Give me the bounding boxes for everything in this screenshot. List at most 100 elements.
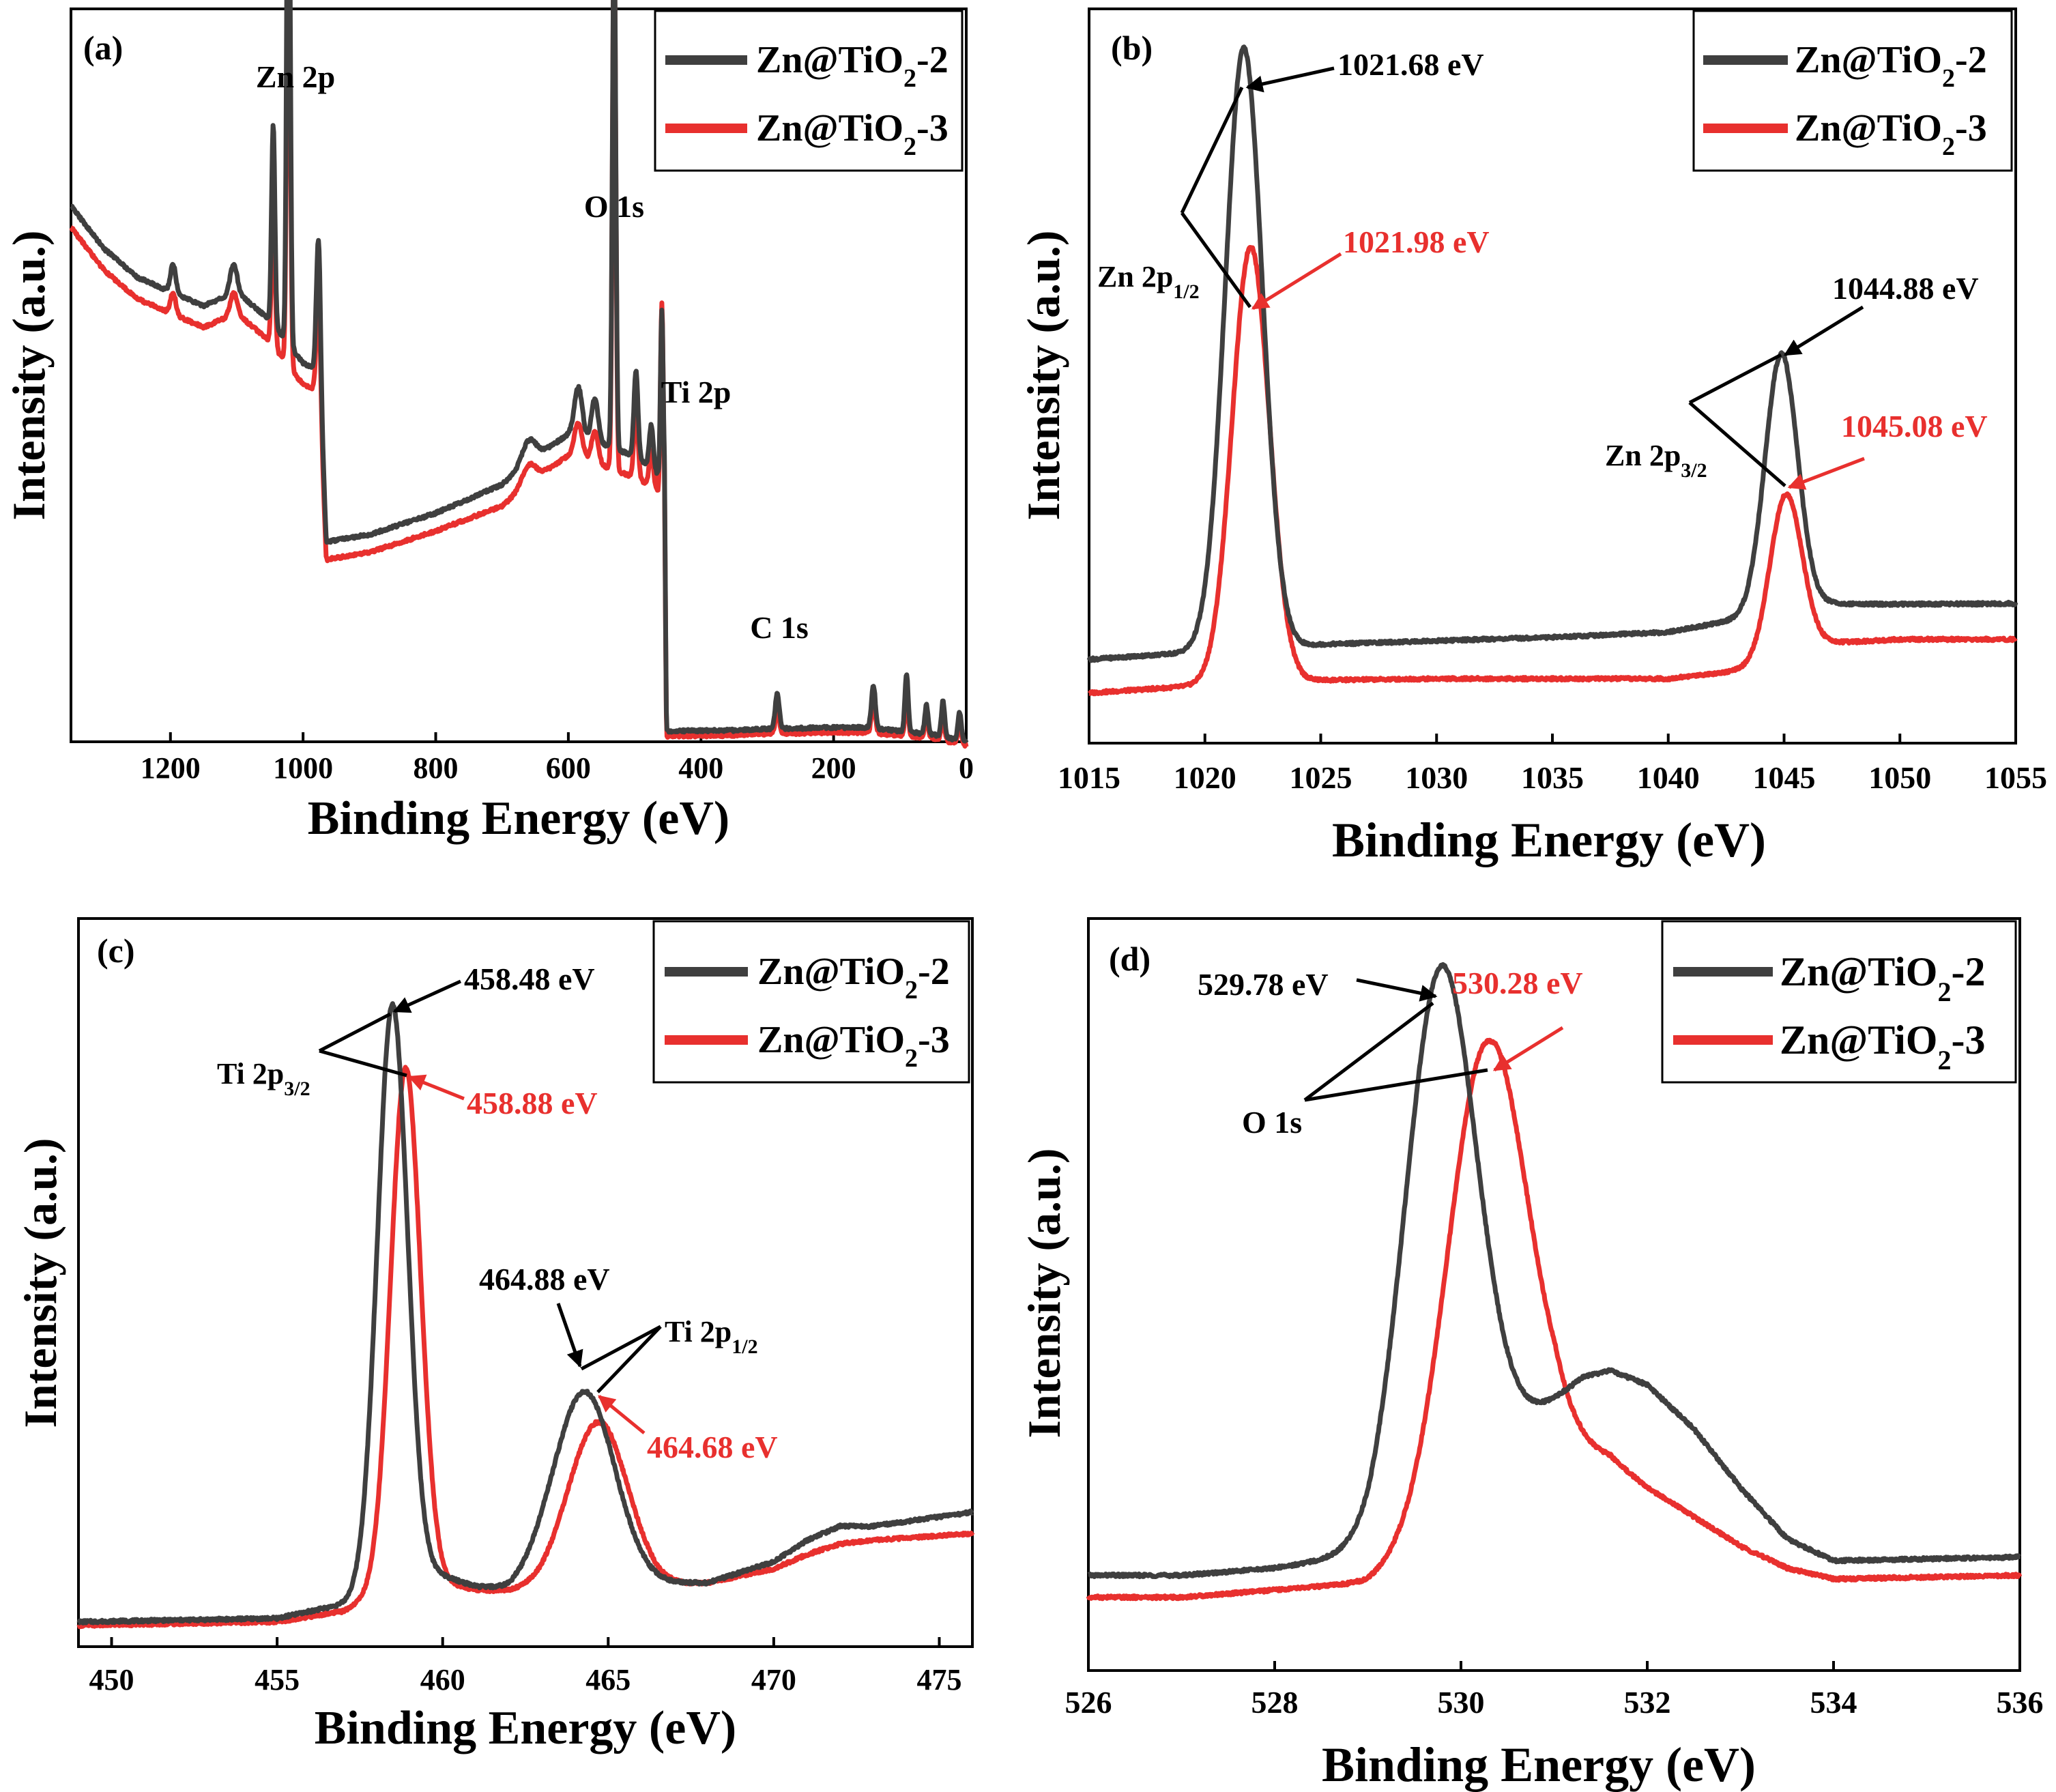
x-tick-label: 1000: [273, 751, 333, 785]
legend-label-zn-tio2-2: Zn@TiO2-2: [1795, 39, 1987, 93]
series-line-zn-tio2-3: [76, 1065, 975, 1630]
x-tick-label: 1030: [1405, 760, 1468, 795]
legend-label-zn-tio2-2: Zn@TiO2-2: [1780, 949, 1985, 1007]
pointer-zn2p-3-2-lower: [1688, 401, 1786, 487]
x-tick-label: 1040: [1637, 760, 1700, 795]
x-tick-label: 1200: [141, 751, 201, 785]
pointer-ti2p-3-2-lower: [319, 1049, 407, 1078]
series-line-zn-tio2-3: [1087, 245, 2018, 697]
pointer-zn2p-3-2-upper: [1688, 353, 1782, 405]
x-tick-label: 528: [1251, 1685, 1299, 1720]
panel-b-curves: [1086, 44, 2018, 697]
series-line-zn-tio2-2: [69, 0, 969, 744]
annotation-o1s-d: O 1s: [1242, 1105, 1302, 1140]
pointer-o1s-upper: [1303, 1002, 1434, 1101]
annotation-1044-88: 1044.88 eV: [1832, 271, 1979, 306]
arrow-464-88: [556, 1303, 583, 1368]
panel-d-frame: [1087, 917, 2021, 1672]
x-tick-label: 465: [585, 1663, 631, 1696]
x-tick-label: 1020: [1174, 760, 1236, 795]
annotation-ti2p-3-2: Ti 2p3/2: [217, 1057, 310, 1100]
x-tick-label: 455: [255, 1663, 300, 1696]
pointer-ti2p-3-2-upper: [318, 1012, 392, 1053]
pointer-ti2p-1-2-upper: [580, 1325, 662, 1371]
panel-c-xaxis: 450 455 460 465 470 475: [89, 1637, 961, 1696]
arrow-530-28: [1492, 1026, 1564, 1072]
panel-b-ylabel: Intensity (a.u.): [1017, 230, 1069, 520]
legend-box: [1661, 920, 2017, 1084]
panel-b-label: (b): [1111, 29, 1153, 67]
series-line-zn-tio2-3: [69, 0, 969, 749]
arrow-458-88: [407, 1074, 465, 1101]
arrow-458-48: [392, 979, 462, 1013]
series-line-zn-tio2-2: [1086, 962, 2022, 1580]
legend-label-zn-tio2-3: Zn@TiO2-3: [1795, 107, 1987, 161]
panel-d-label: (d): [1109, 940, 1150, 978]
x-tick-label: 475: [916, 1663, 961, 1696]
panel-d-xaxis: 526 528 530 532 534 536: [1065, 1661, 2044, 1720]
x-tick-label: 0: [959, 751, 974, 785]
x-tick-label: 1045: [1753, 760, 1816, 795]
panel-b-xaxis: 1015 1020 1025 1030 1035 1040 1045 1050 1055: [1058, 734, 2047, 795]
arrow-464-68: [598, 1395, 646, 1434]
panel-d: 526 528 530 532 534 536 (d) Intensity (a.u.) …: [1018, 917, 2044, 1792]
series-line-zn-tio2-2: [76, 1001, 974, 1625]
panel-a: 1200 1000 800 600 400 200 0 (a) Intensity (a.u…: [3, 0, 974, 845]
legend-label-zn-tio2-2: Zn@TiO2-2: [756, 39, 949, 93]
annotation-464-68: 464.68 eV: [647, 1430, 778, 1464]
arrow-1044-88: [1783, 305, 1864, 357]
panel-c-curves: [76, 1001, 975, 1630]
annotation-1021-68: 1021.68 eV: [1337, 47, 1484, 82]
panel-c: 450 455 460 465 470 475 (c) Intensity (a.u.) …: [14, 917, 975, 1754]
panel-b-xlabel: Binding Energy (eV): [1332, 813, 1766, 867]
legend-box: [1692, 10, 2013, 172]
panel-a-xlabel: Binding Energy (eV): [308, 792, 729, 845]
x-tick-label: 1015: [1058, 760, 1120, 795]
annotation-458-88: 458.88 eV: [467, 1086, 598, 1121]
x-tick-label: 526: [1065, 1685, 1112, 1720]
x-tick-label: 1025: [1290, 760, 1352, 795]
panel-d-curves: [1086, 962, 2023, 1602]
panel-c-frame: [77, 917, 974, 1648]
x-tick-label: 1035: [1521, 760, 1584, 795]
panel-a-label: (a): [83, 29, 123, 67]
panel-d-xlabel: Binding Energy (eV): [1322, 1737, 1756, 1792]
panel-a-legend: Zn@TiO2-2 Zn@TiO2-3: [654, 10, 964, 172]
annotation-ti2p-1-2: Ti 2p1/2: [665, 1315, 758, 1358]
x-tick-label: 530: [1438, 1685, 1485, 1720]
panel-c-label: (c): [97, 931, 135, 970]
pointer-zn2p-1-2-lower: [1180, 212, 1252, 308]
annotation-1045-08: 1045.08 eV: [1841, 409, 1988, 444]
panel-b-legend: Zn@TiO2-2 Zn@TiO2-3: [1692, 10, 2013, 172]
x-tick-label: 800: [414, 751, 459, 785]
x-tick-label: 536: [1997, 1685, 2044, 1720]
series-line-zn-tio2-3: [1086, 1037, 2023, 1602]
x-tick-label: 400: [678, 751, 723, 785]
x-tick-label: 200: [811, 751, 856, 785]
x-tick-label: 1050: [1868, 760, 1931, 795]
x-tick-label: 1055: [1984, 760, 2047, 795]
legend-box: [654, 10, 964, 172]
pointer-o1s-lower: [1304, 1068, 1488, 1102]
panel-a-ylabel: Intensity (a.u.): [3, 230, 55, 520]
arrow-1045-08: [1787, 457, 1865, 490]
panel-a-frame: [70, 8, 968, 743]
x-tick-label: 450: [89, 1663, 134, 1696]
legend-label-zn-tio2-3: Zn@TiO2-3: [756, 107, 949, 161]
pointer-zn2p-1-2-upper: [1180, 86, 1244, 214]
panel-d-legend: Zn@TiO2-2 Zn@TiO2-3: [1661, 920, 2017, 1084]
annotation-zn2p-1-2: Zn 2p1/2: [1097, 260, 1200, 303]
annotation-zn2p-3-2: Zn 2p3/2: [1605, 439, 1707, 482]
legend-label-zn-tio2-3: Zn@TiO2-3: [757, 1019, 950, 1073]
panel-d-ylabel: Intensity (a.u.): [1018, 1148, 1070, 1438]
x-tick-label: 534: [1810, 1685, 1857, 1720]
legend-label-zn-tio2-3: Zn@TiO2-3: [1780, 1017, 1985, 1075]
panel-c-ylabel: Intensity (a.u.): [14, 1138, 66, 1428]
annotation-529-78: 529.78 eV: [1198, 967, 1329, 1002]
panel-b: 1015 1020 1025 1030 1035 1040 1045 1050 1055 (b)…: [1017, 8, 2047, 867]
panel-a-xaxis: 1200 1000 800 600 400 200 0: [141, 732, 974, 785]
panel-a-curves: [69, 0, 969, 749]
pointer-ti2p-1-2-lower: [596, 1325, 662, 1393]
annotation-c1s: C 1s: [750, 610, 809, 645]
